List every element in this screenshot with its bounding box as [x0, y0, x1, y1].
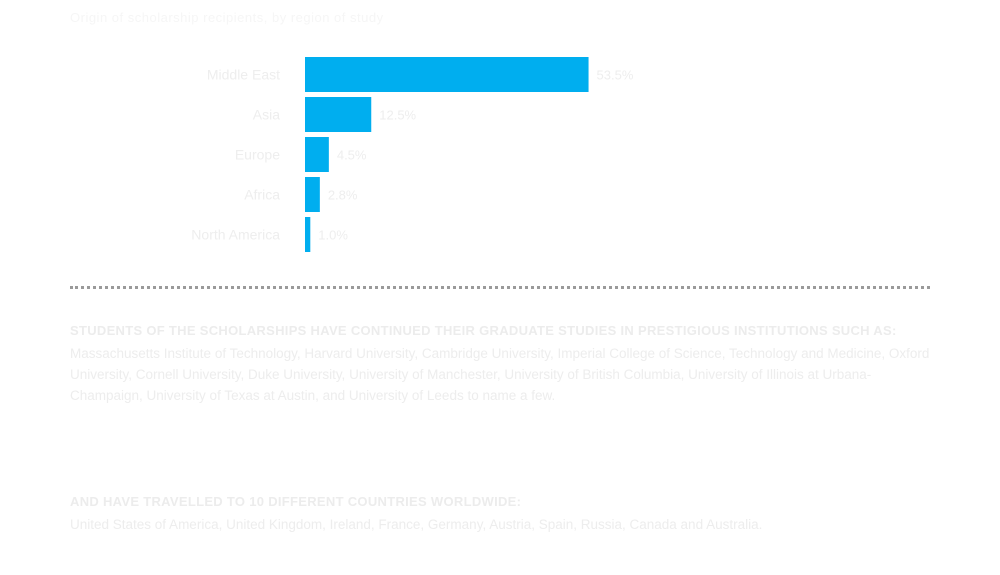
- category-label-north-america: North America: [191, 227, 280, 243]
- institutions-heading: Students of the scholarships have contin…: [70, 323, 897, 338]
- bar-europe: [305, 137, 329, 172]
- category-label-europe: Europe: [235, 147, 280, 163]
- category-label-middle-east: Middle East: [207, 67, 280, 83]
- region-bar-chart: Middle East 53.5% Asia 12.5% Europe 4.5% Afric…: [191, 57, 634, 252]
- bar-asia: [305, 97, 372, 132]
- category-label-africa: Africa: [244, 187, 280, 203]
- institutions-section: Students of the scholarships have contin…: [70, 322, 930, 406]
- dotted-divider: [70, 286, 930, 289]
- value-label-north-america: 1.0%: [318, 228, 348, 243]
- value-label-asia: 12.5%: [379, 108, 416, 123]
- category-label-asia: Asia: [253, 107, 280, 123]
- countries-heading: And have travelled to 10 different count…: [70, 494, 522, 509]
- value-label-africa: 2.8%: [328, 188, 358, 203]
- bar-middle-east: [305, 57, 589, 92]
- value-label-middle-east: 53.5%: [597, 68, 634, 83]
- value-label-europe: 4.5%: [337, 148, 367, 163]
- countries-list: United States of America, United Kingdom…: [70, 517, 763, 532]
- institutions-list: Massachusetts Institute of Technology, H…: [70, 346, 930, 403]
- chart-caption: Origin of scholarship recipients, by reg…: [70, 10, 384, 25]
- countries-section: And have travelled to 10 different count…: [70, 493, 930, 535]
- bar-north-america: [305, 217, 311, 252]
- bar-africa: [305, 177, 320, 212]
